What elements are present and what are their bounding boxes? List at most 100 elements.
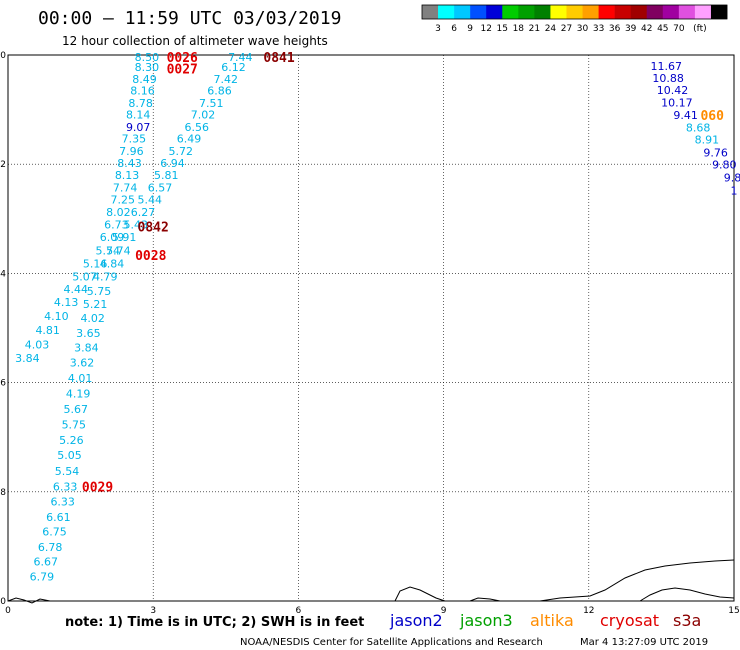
y-axis: -60 -62 -64 -66 -68 -70 xyxy=(0,51,6,607)
colorbar-label: 21 xyxy=(529,24,540,34)
wave-height-label: 8.16 xyxy=(130,84,155,97)
colorbar-swatch xyxy=(582,5,599,19)
wave-height-label: 4.19 xyxy=(66,388,91,401)
satellite-legend-item: jason3 xyxy=(459,611,513,630)
colorbar-swatch xyxy=(422,5,439,19)
wave-height-label: 5.54 xyxy=(55,465,80,478)
colorbar-label: 9 xyxy=(467,24,473,34)
colorbar: 3 6 9 12 15 18 21 24 27 30 33 36 39 42 45 70 (ft) xyxy=(421,4,728,34)
y-tick-label: -70 xyxy=(0,597,6,607)
colorbar-frame xyxy=(421,4,728,20)
colorbar-label: 36 xyxy=(609,24,621,34)
colorbar-swatch xyxy=(710,5,728,19)
wave-height-label: 6.86 xyxy=(207,84,232,97)
wave-height-label: 6.49 xyxy=(177,133,202,146)
satellite-legend-item: cryosat xyxy=(600,611,659,630)
wave-height-label: 10.17 xyxy=(661,97,693,110)
colorbar-swatch xyxy=(518,5,535,19)
colorbar-swatch xyxy=(502,5,519,19)
wave-height-label: 8.13 xyxy=(115,169,140,182)
colorbar-swatch xyxy=(566,5,583,19)
wave-height-label: 4.03 xyxy=(25,338,50,351)
wave-height-label: 5.91 xyxy=(112,231,137,244)
wave-height-label: 3.62 xyxy=(70,356,95,369)
wave-height-label: 8.68 xyxy=(686,122,711,135)
x-tick-label: 9 xyxy=(441,606,447,616)
pass-time-label: 0029 xyxy=(82,480,113,495)
colorbar-label: 30 xyxy=(577,24,589,34)
plot-frame xyxy=(7,54,735,602)
pass-time-label: 060 xyxy=(700,109,724,124)
wave-height-label: 7.35 xyxy=(122,133,147,146)
wave-height-label: 9.07 xyxy=(126,121,151,134)
wave-height-label: 9.8 xyxy=(724,171,740,184)
colorbar-swatch xyxy=(662,5,680,19)
colorbar-label: 27 xyxy=(561,24,572,34)
wave-height-label: 6.27 xyxy=(131,206,156,219)
wave-height-labels: 8.508.308.498.168.788.149.077.357.968.43… xyxy=(15,51,740,583)
colorbar-swatch xyxy=(598,5,615,19)
colorbar-label: 3 xyxy=(435,24,441,34)
colorbar-label: 24 xyxy=(545,24,557,34)
wave-height-label: 8.78 xyxy=(128,97,153,110)
wave-height-label: 1 xyxy=(731,184,738,197)
pass-time-label: 0842 xyxy=(138,220,169,235)
colorbar-label: 45 xyxy=(657,24,668,34)
x-tick-label: 15 xyxy=(728,606,739,616)
wave-height-label: 6.67 xyxy=(34,556,59,569)
wave-height-label: 5.43 xyxy=(124,218,149,231)
x-tick-label: 3 xyxy=(150,606,156,616)
wave-height-label: 5.74 xyxy=(95,244,120,257)
wave-height-label: 6.33 xyxy=(53,480,78,493)
wave-height-label: 7.25 xyxy=(110,194,135,207)
wave-height-label: 5.16 xyxy=(83,258,108,271)
colorbar-swatch xyxy=(614,5,631,19)
coastline-left xyxy=(7,597,51,604)
y-tick-label: -66 xyxy=(0,379,6,389)
wave-height-label: 9.41 xyxy=(673,109,698,122)
wave-height-label: 6.61 xyxy=(46,511,71,524)
wave-height-label: 5.72 xyxy=(169,145,194,158)
wave-height-label: 9.76 xyxy=(703,147,728,160)
wave-height-label: 5.75 xyxy=(87,285,112,298)
footer-timestamp: Mar 4 13:27:09 UTC 2019 xyxy=(580,637,708,648)
wave-height-label: 5.05 xyxy=(57,449,82,462)
colorbar-swatch xyxy=(454,5,471,19)
wave-height-label: 8.14 xyxy=(126,109,151,122)
wave-height-label: 6.33 xyxy=(50,496,75,509)
wave-height-label: 7.96 xyxy=(119,145,144,158)
colorbar-swatch xyxy=(630,5,648,19)
pass-time-label: 0841 xyxy=(263,51,294,66)
coastline-antarctica-2 xyxy=(639,587,735,602)
x-tick-label: 6 xyxy=(296,606,302,616)
satellite-legend-item: altika xyxy=(530,611,574,630)
wave-height-label: 5.26 xyxy=(59,434,84,447)
wave-height-label: 6.75 xyxy=(42,526,67,539)
wave-height-label: 10.88 xyxy=(652,72,684,85)
footer-note: note: 1) Time is in UTC; 2) SWH is in fe… xyxy=(65,615,364,630)
wave-height-label: 4.13 xyxy=(54,296,79,309)
wave-height-label: 4.10 xyxy=(44,310,69,323)
wave-height-label: 8.49 xyxy=(132,73,157,86)
colorbar-swatch xyxy=(694,5,712,19)
coastline-antarctica xyxy=(539,559,735,602)
wave-height-label: 5.75 xyxy=(62,419,87,432)
wave-height-label: 8.50 xyxy=(135,51,160,64)
x-axis: 0 3 6 9 12 15 xyxy=(5,606,740,616)
wave-height-label: 8.91 xyxy=(695,134,720,147)
wave-height-label: 6.57 xyxy=(148,182,173,195)
wave-height-label: 9.80 xyxy=(712,159,737,172)
wave-height-label: 4.81 xyxy=(35,324,60,337)
colorbar-label: 70 xyxy=(673,24,685,34)
colorbar-swatch xyxy=(550,5,567,19)
colorbar-swatch xyxy=(470,5,487,19)
wave-height-label: 3.65 xyxy=(76,327,101,340)
wave-height-label: 6.94 xyxy=(160,157,185,170)
x-tick-label: 12 xyxy=(583,606,594,616)
wave-height-label: 6.09 xyxy=(100,231,125,244)
colorbar-label: (ft) xyxy=(693,24,707,34)
y-tick-label: -64 xyxy=(0,269,6,279)
y-tick-label: -68 xyxy=(0,488,6,498)
